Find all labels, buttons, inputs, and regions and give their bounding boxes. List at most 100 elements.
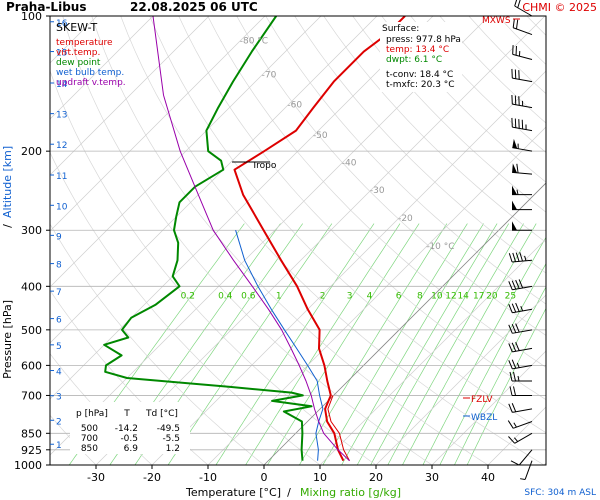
isotherm	[319, 238, 546, 465]
altitude-tick-label: 2	[56, 417, 62, 427]
profile-series	[103, 16, 406, 462]
wind-barb-feather	[508, 324, 513, 334]
isotherm-label: -10 °C	[426, 242, 454, 252]
dry-adiabat	[294, 16, 546, 274]
table-row-t: -14.2	[115, 424, 138, 434]
mixing-ratio-line	[299, 223, 448, 465]
wind-barb-staff	[524, 460, 533, 480]
temperature-tick-label: 0	[261, 471, 268, 484]
wind-barb-feather	[516, 163, 519, 173]
sounding-datetime: 22.08.2025 06 UTC	[130, 0, 258, 14]
isotherm	[50, 16, 266, 232]
mixing-ratio-line	[341, 223, 484, 465]
mixing-ratio-label: 3	[347, 291, 353, 301]
isotherm-labels: -80 °C -70 -60 -50 -40 -30 -20 -10 °C	[240, 36, 455, 252]
wind-barb-feather	[515, 323, 520, 333]
table-row-p: 500	[81, 424, 98, 434]
altitude-tick-label: 9	[56, 232, 62, 242]
wind-barb-half-feather	[520, 478, 526, 480]
mixing-ratio-label: 4	[367, 291, 373, 301]
surface-dwpt: dwpt: 6.1 °C	[386, 55, 442, 65]
mixing-ratio-line	[422, 236, 546, 465]
xlabel-mixing-ratio: Mixing ratio [g/kg]	[300, 486, 401, 499]
isotherm	[151, 70, 546, 465]
altitude-tick-label: 16	[56, 19, 68, 29]
fzlv-label: FZLV	[471, 395, 493, 405]
mixing-ratio-label: 8	[417, 291, 423, 301]
wind-barb-feather	[512, 18, 515, 28]
wind-barb-feather	[507, 420, 514, 429]
mixing-ratio-label: 25	[505, 291, 516, 301]
pressure-ticks: 100 200 300 400 500 600 700 850 925 1000	[14, 10, 50, 472]
legend-temperature: temperature	[56, 38, 113, 48]
tropopause-label: Tropo	[251, 161, 277, 171]
altitude-tick-label: 12	[56, 141, 67, 151]
wind-barb-half-feather	[513, 422, 517, 428]
table-row-td: 1.2	[166, 444, 180, 454]
wind-barb	[508, 323, 533, 334]
temperature-tick-label: 10	[313, 471, 327, 484]
wind-barb	[509, 371, 532, 382]
altitude-tick-label: 3	[56, 393, 62, 403]
wind-barb-feather	[513, 386, 516, 396]
wind-barb	[508, 341, 533, 353]
wind-barb-flag	[512, 163, 518, 173]
wind-barb	[512, 221, 532, 231]
wind-barb-feather	[513, 371, 516, 382]
wind-barb-feather	[509, 371, 513, 382]
legend-virt-temp: virt.temp.	[56, 48, 100, 58]
pressure-tick-label: 100	[21, 10, 42, 23]
ylabel-separator: /	[1, 224, 14, 228]
wind-barb-half-feather	[517, 375, 520, 382]
mixing-ratio-label: 12	[445, 291, 456, 301]
pressure-tick-label: 500	[21, 324, 42, 337]
wind-barb-feather	[511, 359, 517, 369]
wind-barb	[508, 302, 533, 314]
station-name: Praha-Libus	[6, 0, 86, 14]
mxws-label: MXWS	[482, 16, 511, 26]
isotherm-label: -30	[370, 186, 385, 196]
mixing-ratio-line	[439, 262, 546, 465]
wind-barb-half-feather	[516, 189, 519, 195]
wind-barb-flag	[512, 221, 517, 231]
mixing-ratio-label: 10	[431, 291, 443, 301]
wbzl-label: WBZL	[471, 413, 497, 423]
surface-info: Surface: press: 977.8 hPa temp: 13.4 °C …	[380, 22, 462, 92]
mixing-ratio-labels: 0.2 0.4 0.6 1 2 3 4 6 8 10 12 14 17 20 25	[181, 291, 516, 301]
wind-barb	[508, 359, 533, 370]
wind-barb	[511, 68, 533, 83]
isotherm	[50, 16, 434, 400]
table-header-t: T	[123, 409, 130, 419]
wind-barb	[512, 138, 533, 152]
mixing-ratio-label: 2	[320, 291, 326, 301]
altitude-tick-label: 5	[56, 342, 62, 352]
mixing-ratio-line	[402, 223, 537, 465]
surface-title: Surface:	[382, 24, 419, 34]
table-row-td: -49.5	[157, 424, 180, 434]
temperature-tick-label: 40	[481, 471, 495, 484]
mixing-ratio-label: 20	[486, 291, 498, 301]
wind-barb	[510, 449, 533, 466]
mixing-ratio-label: 1	[276, 291, 282, 301]
table-row-t: -0.5	[120, 434, 138, 444]
isotherm	[50, 16, 210, 176]
wind-barb-feather	[511, 303, 517, 313]
surface-tconv: t-conv: 18.4 °C	[386, 70, 453, 80]
isotherm	[263, 182, 546, 465]
dry-adiabat	[149, 16, 546, 434]
dry-adiabat	[178, 16, 546, 401]
altitude-tick-label: 4	[56, 368, 62, 378]
isotherm	[95, 16, 546, 465]
isotherm-label: -20	[398, 214, 413, 224]
wind-barb-feather	[511, 403, 517, 412]
pressure-tick-label: 925	[21, 444, 42, 457]
surface-elevation-label: SFC: 304 m ASL	[524, 488, 596, 498]
altitude-tick-label: 8	[56, 261, 62, 271]
wind-barb	[508, 252, 533, 263]
mixing-ratio-line	[466, 307, 546, 465]
xlabel-temperature: Temperature [°C]	[185, 486, 281, 499]
surface-info-bg	[380, 22, 462, 92]
isotherm-label: -80 °C	[240, 36, 268, 46]
dry-adiabat	[236, 16, 546, 336]
surface-tmxfc: t-mxfc: 20.3 °C	[386, 80, 455, 90]
